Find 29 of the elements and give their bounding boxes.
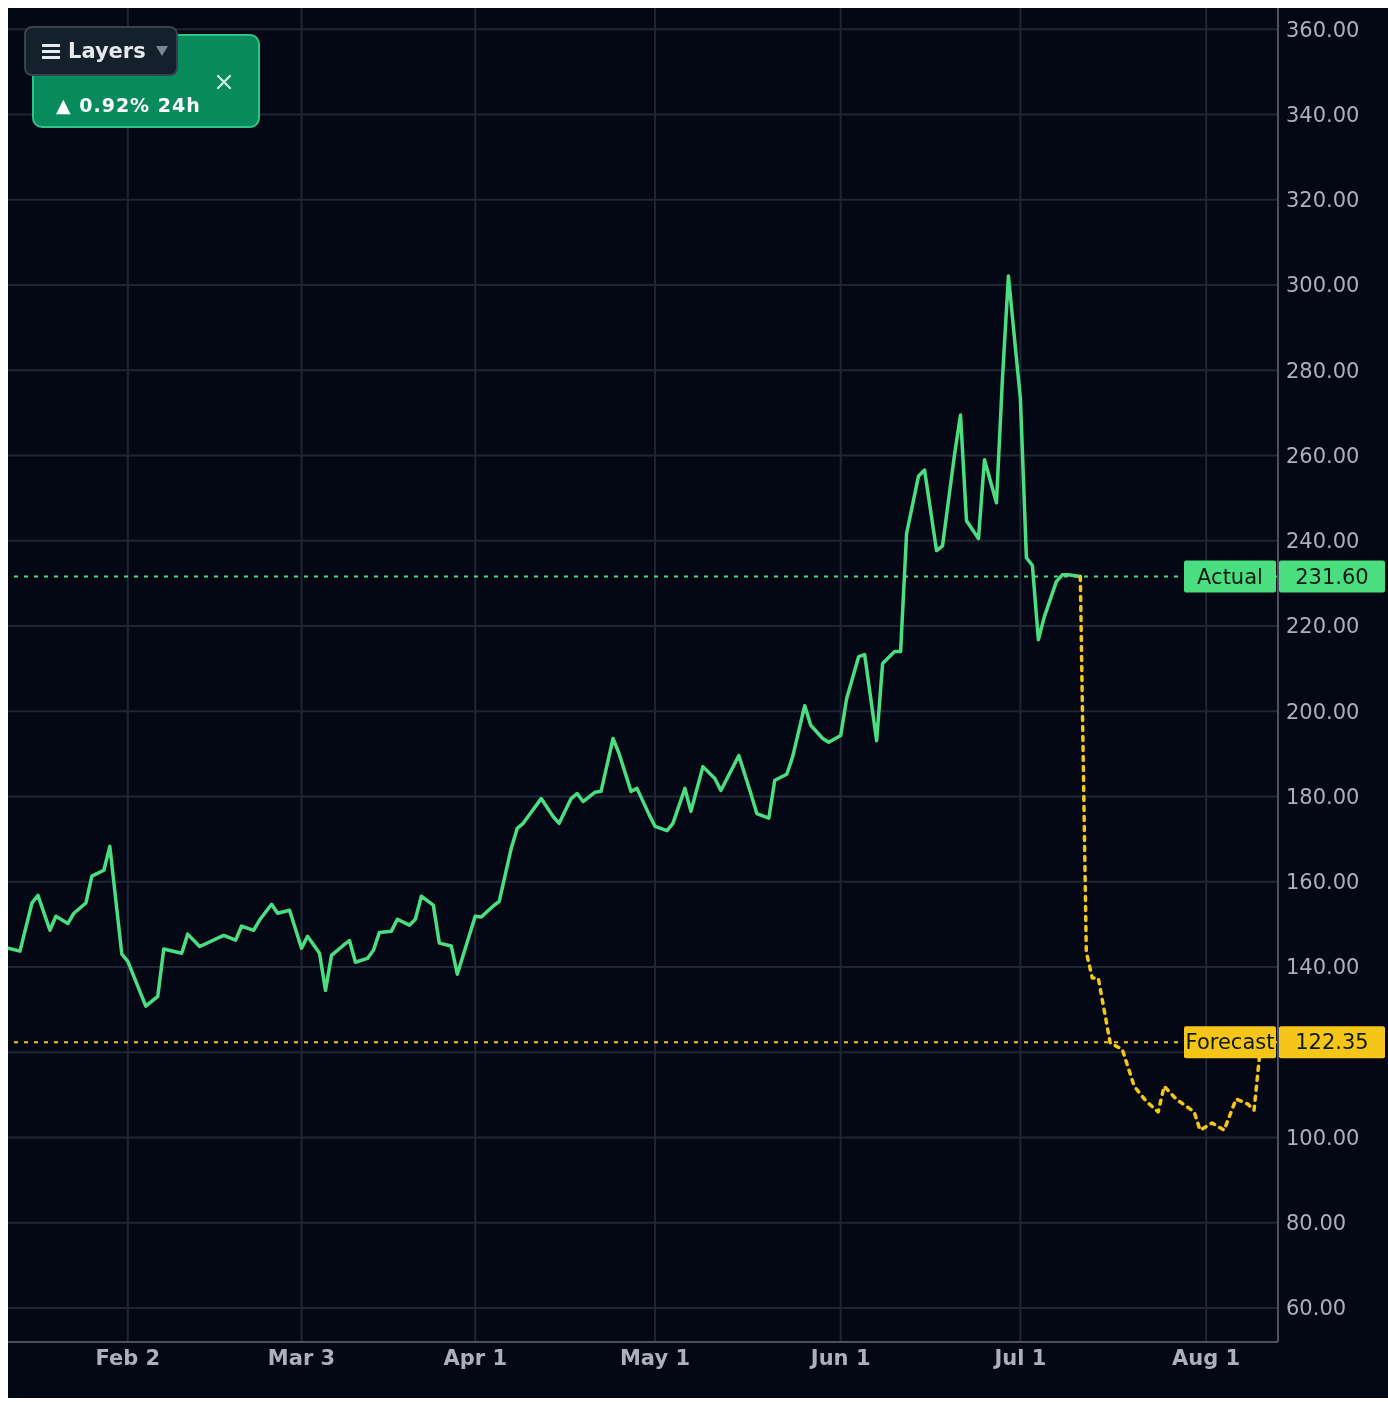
y-tick-label: 360.00 [1286, 17, 1360, 42]
y-tick-label: 320.00 [1286, 188, 1360, 213]
y-tick-label: 300.00 [1286, 273, 1360, 298]
y-tick-label: 60.00 [1286, 1296, 1347, 1321]
y-tick-label: 80.00 [1286, 1211, 1347, 1236]
x-tick-label: Jun 1 [808, 1345, 871, 1370]
text: 231.60 [1295, 564, 1369, 589]
annotation: ▲ 0.92% 24h [56, 94, 201, 116]
y-tick-label: 140.00 [1286, 955, 1360, 980]
annotation: Layers [68, 39, 146, 63]
y-tick-label: 260.00 [1286, 443, 1360, 468]
x-tick-label: Mar 3 [267, 1345, 336, 1370]
text: 122.35 [1295, 1030, 1369, 1055]
y-tick-label: 100.00 [1286, 1125, 1360, 1150]
y-tick-label: 200.00 [1286, 699, 1360, 724]
layers-button: Layers [24, 26, 178, 76]
y-tick-label: 180.00 [1286, 784, 1360, 809]
y-tick-label: 240.00 [1286, 529, 1360, 554]
ref-line-label: Forecast [1185, 1030, 1275, 1055]
x-tick-label: Aug 1 [1172, 1345, 1241, 1370]
ref-line-label: Actual [1197, 564, 1263, 589]
x-tick-label: May 1 [619, 1345, 690, 1370]
y-tick-label: 340.00 [1286, 103, 1360, 127]
y-tick-label: 220.00 [1286, 614, 1360, 639]
x-tick-label: Jul 1 [992, 1345, 1047, 1370]
y-tick-label: 160.00 [1286, 870, 1360, 895]
x-tick-label: Feb 2 [95, 1345, 161, 1370]
x-tick-label: Apr 1 [443, 1345, 508, 1370]
y-tick-label: 280.00 [1286, 358, 1360, 383]
